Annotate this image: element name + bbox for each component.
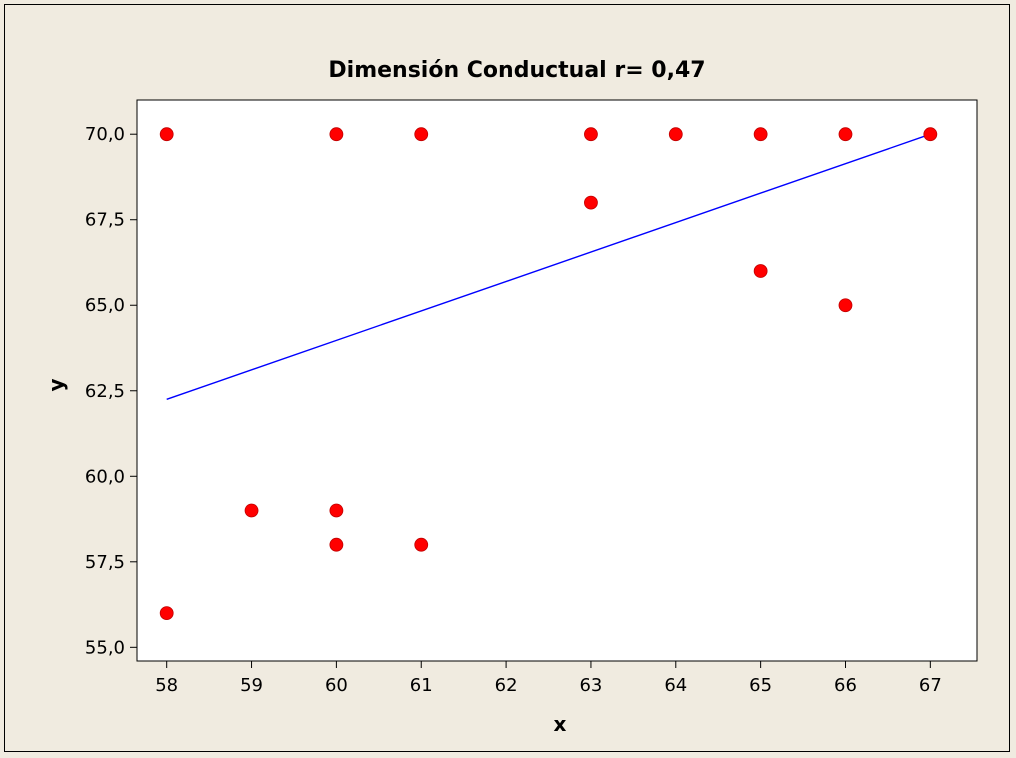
x-axis-label: x xyxy=(554,712,567,736)
data-point xyxy=(414,537,429,552)
data-point xyxy=(159,606,174,621)
y-axis-label: y xyxy=(44,378,68,391)
data-point xyxy=(329,503,344,518)
y-tick-label: 70,0 xyxy=(85,124,125,145)
x-tick-label: 67 xyxy=(919,675,942,696)
y-axis: 55,0 57,5 60,0 62,5 65,0 67,5 70,0 xyxy=(85,124,137,658)
chart-frame: Dimensión Conductual r= 0,47 55,0 57,5 60,… xyxy=(4,4,1010,752)
x-axis: 58 59 60 61 62 63 64 65 66 67 xyxy=(155,661,942,696)
data-point xyxy=(414,127,429,142)
y-tick-label: 57,5 xyxy=(85,552,125,573)
data-point xyxy=(329,537,344,552)
regression-line xyxy=(166,133,931,400)
data-point xyxy=(838,298,853,313)
y-tick-label: 60,0 xyxy=(85,466,125,487)
data-point xyxy=(753,264,768,278)
y-tick-label: 55,0 xyxy=(85,637,125,658)
data-point xyxy=(923,127,938,142)
x-tick-label: 60 xyxy=(325,675,348,696)
chart-title: Dimensión Conductual r= 0,47 xyxy=(328,58,705,83)
x-tick-label: 59 xyxy=(240,675,263,696)
data-point xyxy=(838,127,853,142)
data-point xyxy=(584,195,598,210)
y-tick-label: 67,5 xyxy=(85,210,125,231)
data-points xyxy=(159,127,938,621)
x-tick-label: 64 xyxy=(664,675,687,696)
x-tick-label: 66 xyxy=(834,675,857,696)
y-tick-label: 65,0 xyxy=(85,295,125,316)
data-point xyxy=(584,127,598,142)
x-tick-label: 63 xyxy=(579,675,602,696)
data-point xyxy=(159,127,174,142)
plot-area xyxy=(136,99,978,662)
data-point xyxy=(753,127,768,142)
x-tick-label: 58 xyxy=(155,675,178,696)
x-tick-label: 62 xyxy=(495,675,518,696)
y-tick-label: 62,5 xyxy=(85,381,125,402)
data-point xyxy=(668,127,683,142)
data-point xyxy=(329,127,344,142)
x-tick-label: 61 xyxy=(410,675,433,696)
data-point xyxy=(244,503,259,518)
x-tick-label: 65 xyxy=(749,675,772,696)
scatter-chart: Dimensión Conductual r= 0,47 55,0 57,5 60,… xyxy=(44,58,978,736)
